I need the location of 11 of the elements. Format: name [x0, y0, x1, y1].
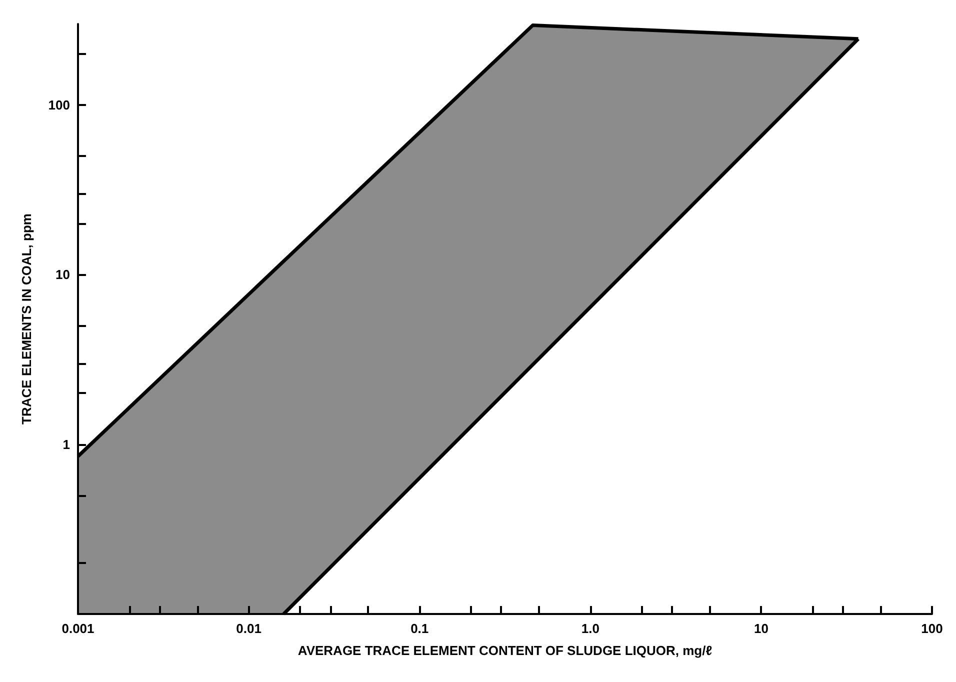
y-tick-label: 100 — [48, 97, 70, 112]
y-axis-title: TRACE ELEMENTS IN COAL, ppm — [19, 214, 34, 424]
x-tick-label: 100 — [921, 621, 943, 636]
x-tick-label: 0.001 — [62, 621, 94, 636]
y-tick-label: 10 — [56, 267, 70, 282]
y-tick-label: 1 — [62, 436, 70, 452]
x-axis-title: AVERAGE TRACE ELEMENT CONTENT OF SLUDGE LIQUOR, mg/ℓ — [298, 643, 712, 658]
x-tick-label: 1.0 — [581, 621, 600, 636]
x-tick-label: 10 — [754, 621, 768, 636]
x-tick-label: 0.1 — [410, 621, 429, 636]
x-tick-label: 0.01 — [236, 621, 262, 636]
